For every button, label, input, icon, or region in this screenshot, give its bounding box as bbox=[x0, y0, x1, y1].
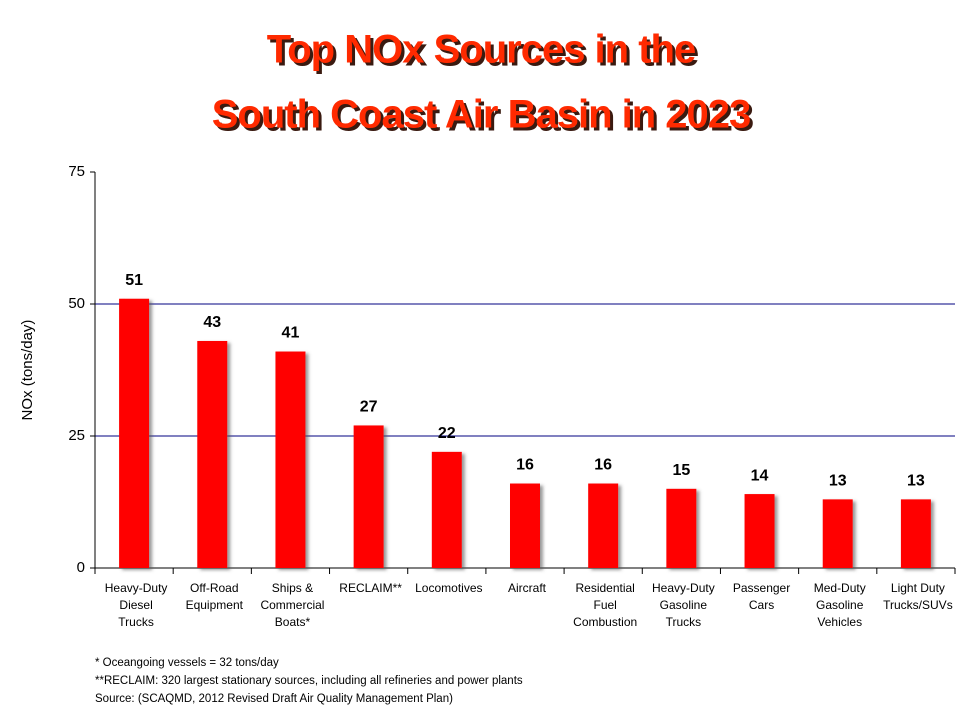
value-label: 43 bbox=[203, 314, 221, 331]
x-tick-label: Trucks bbox=[118, 615, 154, 629]
chart-title-shadow: Top NOx Sources in the bbox=[270, 31, 698, 75]
footnote: **RECLAIM: 320 largest stationary source… bbox=[95, 675, 523, 687]
x-tick-label: Combustion bbox=[573, 615, 637, 629]
x-tick-label: Trucks bbox=[666, 615, 702, 629]
value-label: 16 bbox=[594, 457, 612, 474]
bar bbox=[119, 298, 150, 568]
x-tick-label: RECLAIM** bbox=[339, 581, 402, 595]
x-tick-label: Trucks/SUVs bbox=[883, 598, 953, 612]
y-axis-label: NOx (tons/day) bbox=[19, 320, 36, 421]
x-tick-label: Diesel bbox=[119, 598, 152, 612]
bar bbox=[275, 351, 306, 568]
bar bbox=[744, 494, 775, 568]
chart-title: Top NOx Sources in the bbox=[267, 28, 695, 72]
x-tick-label: Commercial bbox=[260, 598, 324, 612]
x-tick-label: Fuel bbox=[594, 598, 617, 612]
bar bbox=[666, 488, 697, 568]
x-tick-label: Vehicles bbox=[817, 615, 862, 629]
x-tick-label: Heavy-Duty bbox=[105, 581, 168, 595]
value-label: 16 bbox=[516, 457, 534, 474]
bar bbox=[197, 340, 228, 568]
chart-title-shadow: South Coast Air Basin in 2023 bbox=[215, 96, 754, 140]
x-tick-label: Med-Duty bbox=[814, 581, 866, 595]
x-tick-label: Ships & bbox=[272, 581, 313, 595]
x-tick-label: Aircraft bbox=[508, 581, 547, 595]
x-tick-label: Gasoline bbox=[816, 598, 864, 612]
value-label: 27 bbox=[360, 399, 378, 416]
y-tick-label: 50 bbox=[68, 295, 85, 312]
bar bbox=[588, 483, 619, 568]
x-tick-label: Light Duty bbox=[891, 581, 945, 595]
x-tick-label: Passenger bbox=[733, 581, 790, 595]
x-tick-label: Heavy-Duty bbox=[652, 581, 715, 595]
bar bbox=[900, 499, 931, 568]
value-label: 13 bbox=[907, 473, 925, 490]
x-tick-label: Locomotives bbox=[415, 581, 482, 595]
value-label: 22 bbox=[438, 425, 456, 442]
footnote: Source: (SCAQMD, 2012 Revised Draft Air … bbox=[95, 693, 453, 705]
x-tick-label: Equipment bbox=[186, 598, 244, 612]
chart-title: South Coast Air Basin in 2023 bbox=[212, 93, 751, 137]
value-label: 41 bbox=[282, 325, 300, 342]
footnote: * Oceangoing vessels = 32 tons/day bbox=[95, 657, 279, 669]
value-label: 15 bbox=[672, 462, 690, 479]
y-tick-label: 0 bbox=[77, 559, 85, 576]
x-tick-label: Boats* bbox=[275, 615, 311, 629]
x-tick-label: Cars bbox=[749, 598, 774, 612]
bar bbox=[510, 483, 540, 568]
bar bbox=[431, 451, 462, 568]
y-tick-label: 75 bbox=[68, 163, 85, 180]
x-tick-label: Residential bbox=[575, 581, 634, 595]
x-tick-label: Off-Road bbox=[190, 581, 238, 595]
x-tick-label: Gasoline bbox=[660, 598, 708, 612]
value-label: 51 bbox=[125, 272, 143, 289]
bar bbox=[822, 499, 853, 568]
y-tick-label: 25 bbox=[68, 427, 85, 444]
value-label: 14 bbox=[751, 467, 769, 484]
bar bbox=[353, 425, 384, 568]
value-label: 13 bbox=[829, 473, 847, 490]
